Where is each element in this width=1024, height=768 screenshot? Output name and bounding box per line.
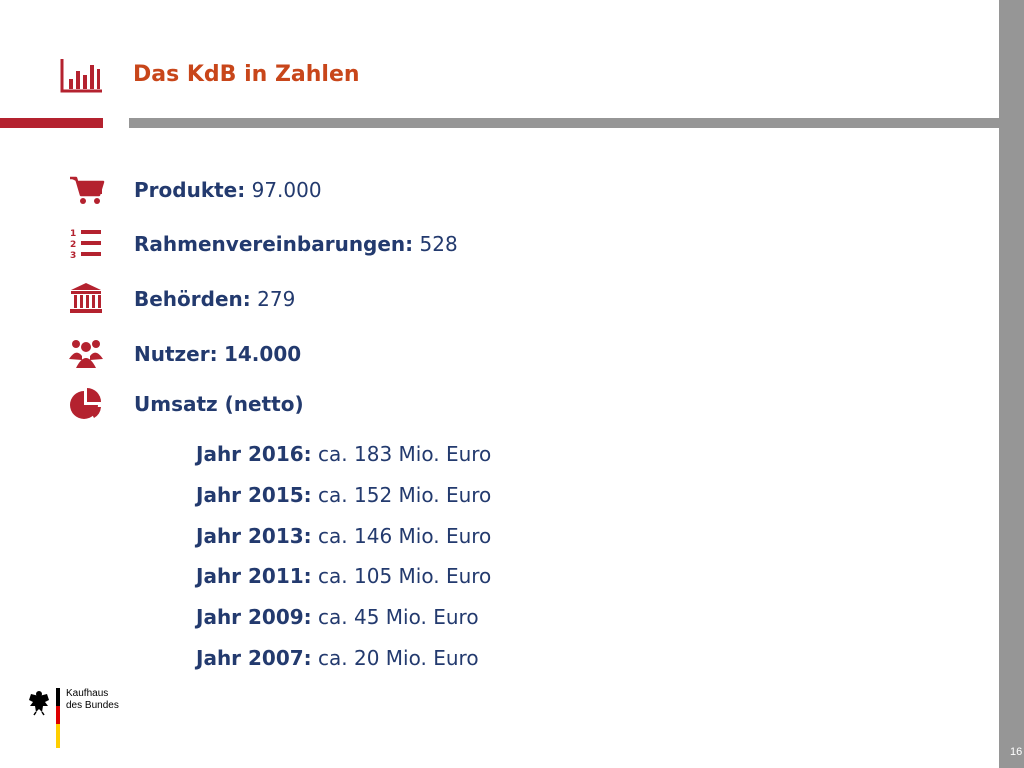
- stat-users: Nutzer: 14.000: [0, 336, 990, 376]
- users-icon: [69, 340, 103, 368]
- revenue-year: Jahr 2013:: [196, 523, 312, 548]
- logo-line-2: des Bundes: [66, 700, 119, 711]
- list-item: Jahr 2015: ca. 152 Mio. Euro: [196, 477, 491, 518]
- svg-text:3: 3: [70, 251, 76, 261]
- logo-line-1: Kaufhaus: [66, 688, 109, 699]
- numbered-list-icon: 1 2 3: [70, 229, 101, 261]
- list-item: Jahr 2013: ca. 146 Mio. Euro: [196, 518, 491, 559]
- list-item: Jahr 2007: ca. 20 Mio. Euro: [196, 640, 491, 681]
- stat-value: 528: [419, 232, 458, 256]
- flag-stripe-black: [56, 688, 60, 706]
- page-title: Das KdB in Zahlen: [133, 62, 360, 87]
- revenue-value: ca. 45 Mio. Euro: [318, 605, 479, 630]
- revenue-value: ca. 105 Mio. Euro: [318, 564, 492, 589]
- stat-value: 97.000: [251, 178, 322, 202]
- stat-value: 279: [257, 287, 296, 311]
- logo-wordmark: Kaufhaus des Bundes: [66, 688, 119, 712]
- stat-products: Produkte: 97.000: [0, 172, 990, 212]
- revenue-year: Jahr 2016:: [196, 442, 312, 466]
- bar-chart-icon: [60, 59, 102, 93]
- revenue-value: ca. 146 Mio. Euro: [318, 523, 492, 548]
- stat-authorities: Behörden: 279: [0, 281, 990, 321]
- header-rule-accent: [0, 118, 103, 128]
- stat-label: Umsatz (netto): [134, 392, 304, 416]
- pie-chart-icon: [70, 388, 101, 419]
- flag-stripe-gold: [56, 724, 60, 748]
- flag-stripe-red: [56, 706, 60, 724]
- page-number: 16: [1010, 746, 1023, 758]
- stat-label: Produkte:: [134, 178, 246, 202]
- stat-label: Nutzer:: [134, 342, 218, 366]
- revenue-year: Jahr 2011:: [196, 564, 312, 589]
- revenue-year: Jahr 2015:: [196, 482, 312, 507]
- shopping-cart-icon: [70, 176, 105, 204]
- stat-framework-agreements: 1 2 3 Rahmenvereinbarungen: 528: [0, 226, 990, 266]
- stat-label: Behörden:: [134, 287, 251, 311]
- svg-text:2: 2: [70, 240, 76, 250]
- revenue-value: ca. 183 Mio. Euro: [318, 442, 492, 466]
- institution-icon: [70, 283, 102, 313]
- list-item: Jahr 2011: ca. 105 Mio. Euro: [196, 558, 491, 599]
- federal-eagle-icon: [29, 691, 49, 716]
- list-item: Jahr 2009: ca. 45 Mio. Euro: [196, 599, 491, 640]
- revenue-value: ca. 152 Mio. Euro: [318, 482, 492, 507]
- stat-value: 14.000: [223, 342, 302, 366]
- right-side-bar: [999, 0, 1024, 768]
- header-rule: [129, 118, 999, 128]
- revenue-year: Jahr 2009:: [196, 605, 312, 630]
- revenue-value: ca. 20 Mio. Euro: [318, 645, 479, 670]
- revenue-list: Jahr 2016: ca. 183 Mio. Euro Jahr 2015: …: [196, 436, 491, 681]
- list-item: Jahr 2016: ca. 183 Mio. Euro: [196, 436, 491, 477]
- revenue-year: Jahr 2007:: [196, 645, 312, 670]
- stat-label: Rahmenvereinbarungen:: [134, 232, 414, 256]
- stat-revenue: Umsatz (netto): [0, 386, 990, 426]
- svg-text:1: 1: [70, 229, 76, 239]
